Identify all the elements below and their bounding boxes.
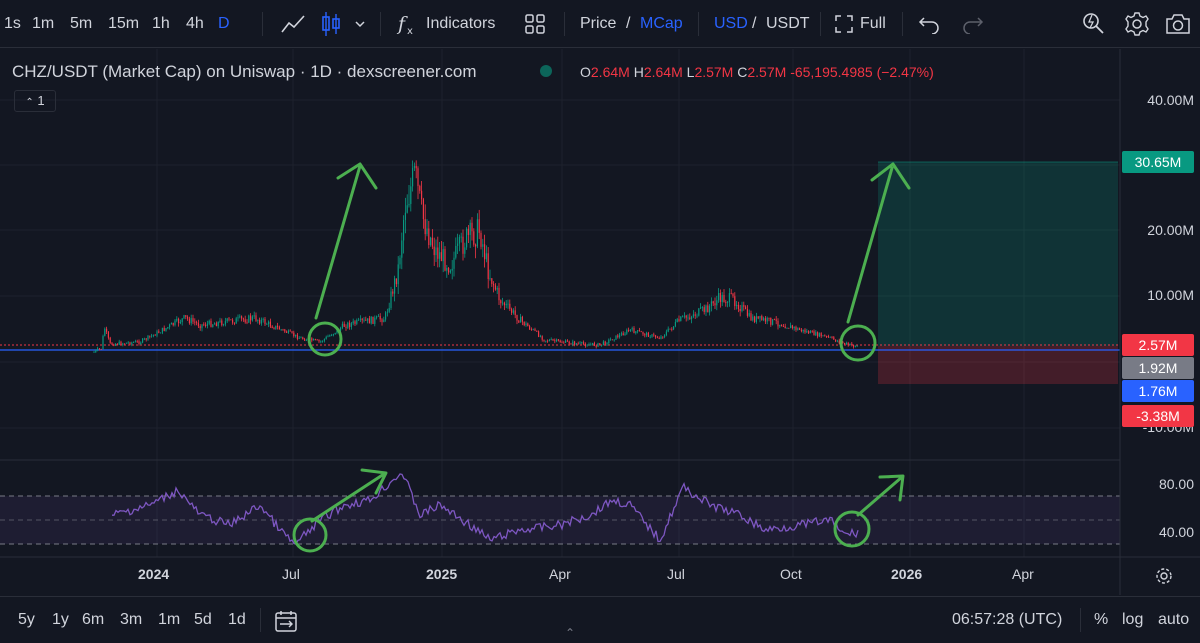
legend-collapse-button[interactable]: ⌃ 1: [14, 90, 56, 112]
layout-grid-icon[interactable]: [524, 13, 546, 35]
range-1m[interactable]: 1m: [158, 611, 181, 628]
price-tick-40m: 40.00M: [1147, 92, 1194, 108]
time-label-apr-2025: Apr: [549, 566, 571, 582]
chart-canvas[interactable]: [0, 49, 1200, 595]
bottom-toolbar: 5y 1y 6m 3m 1m 5d 1d 06:57:28 (UTC) % lo…: [0, 596, 1200, 642]
annotation-circle-rsi-1[interactable]: [292, 517, 328, 553]
time-label-2024: 2024: [138, 566, 170, 582]
fullscreen-icon[interactable]: [834, 14, 854, 34]
annotation-arrow-2[interactable]: [846, 162, 911, 324]
mcap-toggle[interactable]: MCap: [640, 15, 683, 32]
svg-text:x: x: [407, 26, 413, 37]
symbol-legend[interactable]: CHZ/USDT (Market Cap) on Uniswap · 1D · …: [12, 62, 477, 82]
range-5d[interactable]: 5d: [194, 611, 212, 628]
rsi-line: [112, 473, 859, 545]
annotation-circle-rsi-2[interactable]: [833, 510, 871, 548]
stop-price-tag: -3.38M: [1122, 405, 1194, 427]
percent-toggle[interactable]: %: [1094, 611, 1109, 628]
annotation-circle-1[interactable]: [307, 321, 343, 357]
quick-search-icon[interactable]: [1080, 10, 1108, 38]
svg-text:f: f: [396, 13, 408, 35]
candles: [93, 160, 858, 353]
candles-icon[interactable]: [320, 10, 342, 38]
redo-icon[interactable]: [962, 14, 984, 35]
long-position-stop-zone[interactable]: [878, 346, 1118, 384]
interval-1m[interactable]: 1m: [32, 15, 55, 32]
rsi-tick-80: 80.00: [1158, 476, 1194, 492]
usdt-toggle[interactable]: USDT: [766, 15, 810, 32]
settings-small-icon[interactable]: [1155, 567, 1173, 585]
legend-title: CHZ/USDT (Market Cap) on Uniswap · 1D · …: [12, 62, 477, 81]
price-mcap-slash: /: [626, 15, 631, 32]
line-chart-icon[interactable]: [280, 12, 308, 36]
interval-1s[interactable]: 1s: [4, 15, 21, 32]
interval-4h[interactable]: 4h: [186, 15, 204, 32]
last-price-tag: 2.57M: [1122, 334, 1194, 356]
entry-price-tag: 1.92M: [1122, 357, 1194, 379]
chart-area[interactable]: CHZ/USDT (Market Cap) on Uniswap · 1D · …: [0, 49, 1200, 595]
time-label-jul-2024: Jul: [282, 566, 300, 582]
time-label-2025: 2025: [426, 566, 458, 582]
support-price-tag: 1.76M: [1122, 380, 1194, 402]
range-5y[interactable]: 5y: [18, 611, 35, 628]
indicators-button[interactable]: Indicators: [426, 15, 496, 32]
target-price-tag: 30.65M: [1122, 151, 1194, 173]
undo-icon[interactable]: [918, 14, 940, 35]
annotation-circle-2[interactable]: [839, 324, 877, 362]
status-dot-icon: [540, 65, 552, 77]
full-button[interactable]: Full: [860, 15, 886, 32]
annotation-arrow-rsi-2[interactable]: [856, 474, 905, 517]
time-label-2026: 2026: [891, 566, 923, 582]
interval-5m[interactable]: 5m: [70, 15, 93, 32]
range-1d[interactable]: 1d: [228, 611, 246, 628]
long-position-target-zone[interactable]: [878, 162, 1118, 346]
interval-15m[interactable]: 15m: [108, 15, 140, 32]
price-tick-10m: 10.00M: [1147, 287, 1194, 303]
rsi-tick-40: 40.00: [1158, 524, 1194, 540]
range-3m[interactable]: 3m: [120, 611, 143, 628]
utc-clock[interactable]: 06:57:28 (UTC): [952, 611, 1063, 628]
price-toggle[interactable]: Price: [580, 15, 617, 32]
price-tick-20m: 20.00M: [1147, 222, 1194, 238]
range-6m[interactable]: 6m: [82, 611, 105, 628]
range-1y[interactable]: 1y: [52, 611, 69, 628]
camera-icon[interactable]: [1164, 12, 1192, 36]
gear-icon[interactable]: [1124, 11, 1150, 37]
interval-1h[interactable]: 1h: [152, 15, 170, 32]
usd-usdt-slash: /: [752, 15, 757, 32]
calendar-range-icon[interactable]: [274, 609, 298, 633]
annotation-arrow-1[interactable]: [314, 162, 378, 320]
time-label-jul-2025: Jul: [667, 566, 685, 582]
interval-d[interactable]: D: [218, 15, 230, 32]
time-label-apr-2026: Apr: [1012, 566, 1034, 582]
annotation-arrow-rsi-1[interactable]: [310, 468, 388, 523]
ohlc-values: O2.64M H2.64M L2.57M C2.57M -65,195.4985…: [580, 64, 934, 80]
time-label-oct-2025: Oct: [780, 566, 802, 582]
log-toggle[interactable]: log: [1122, 611, 1144, 628]
pane-drag-handle-icon[interactable]: ⌃: [565, 626, 576, 640]
auto-toggle[interactable]: auto: [1158, 611, 1190, 628]
usd-toggle[interactable]: USD: [714, 15, 748, 32]
chevron-down-icon[interactable]: [354, 16, 366, 32]
